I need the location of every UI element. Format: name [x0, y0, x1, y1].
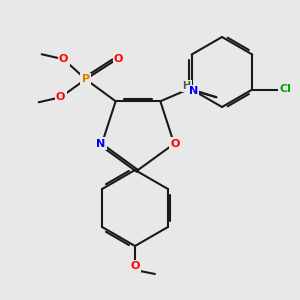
Text: O: O — [114, 54, 123, 64]
Text: O: O — [59, 54, 68, 64]
Text: H: H — [182, 81, 190, 91]
Text: O: O — [170, 139, 180, 149]
Text: P: P — [82, 74, 90, 84]
Text: Cl: Cl — [279, 85, 291, 94]
Text: O: O — [56, 92, 65, 102]
Text: O: O — [130, 261, 140, 271]
Text: N: N — [189, 86, 198, 96]
Text: N: N — [96, 139, 106, 149]
